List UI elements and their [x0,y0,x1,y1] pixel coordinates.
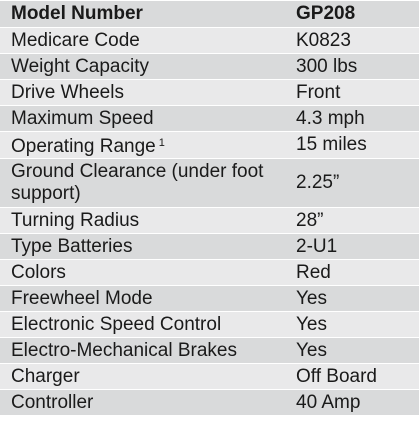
table-row: Turning Radius 28” [0,207,419,234]
row-value: 40 Amp [284,389,419,416]
table-row: Controller 40 Amp [0,389,419,416]
row-value: 28” [284,207,419,234]
row-value: Yes [284,337,419,364]
table-row: Freewheel Mode Yes [0,285,419,312]
table-row: Charger Off Board [0,363,419,390]
row-label: Maximum Speed [0,105,284,132]
footnote-marker: 1 [158,137,165,149]
table-header-row: Model Number GP208 [0,0,419,28]
row-value: 300 lbs [284,53,419,80]
row-label-cell: Operating Range 1 [0,131,284,159]
row-value: Front [284,79,419,106]
row-label: Drive Wheels [0,79,284,106]
header-label: Model Number [0,0,284,28]
specifications-table: Model Number GP208 Medicare Code K0823 W… [0,0,419,416]
header-value: GP208 [284,0,419,28]
row-value: 2-U1 [284,233,419,260]
row-label: Electro-Mechanical Brakes [0,337,284,364]
row-label: Ground Clearance (under foot support) [0,158,284,208]
row-value: K0823 [284,27,419,54]
row-label: Type Batteries [0,233,284,260]
row-value: Off Board [284,363,419,390]
row-value: 15 miles [284,131,419,159]
table-row: Operating Range 1 15 miles [0,131,419,159]
table-row: Colors Red [0,259,419,286]
row-value: 2.25” [284,158,419,208]
row-label: Electronic Speed Control [0,311,284,338]
row-value: Yes [284,311,419,338]
row-label: Weight Capacity [0,53,284,80]
row-label: Freewheel Mode [0,285,284,312]
row-value: Red [284,259,419,286]
row-label: Colors [0,259,284,286]
row-value: Yes [284,285,419,312]
table-row: Electro-Mechanical Brakes Yes [0,337,419,364]
row-label: Turning Radius [0,207,284,234]
table-row: Electronic Speed Control Yes [0,311,419,338]
row-label: Charger [0,363,284,390]
row-label: Controller [0,389,284,416]
table-row: Ground Clearance (under foot support) 2.… [0,158,419,208]
table-row: Weight Capacity 300 lbs [0,53,419,80]
row-label: Operating Range [11,136,156,157]
table-row: Drive Wheels Front [0,79,419,106]
row-value: 4.3 mph [284,105,419,132]
table-row: Maximum Speed 4.3 mph [0,105,419,132]
table-row: Type Batteries 2-U1 [0,233,419,260]
table-row: Medicare Code K0823 [0,27,419,54]
row-label: Medicare Code [0,27,284,54]
